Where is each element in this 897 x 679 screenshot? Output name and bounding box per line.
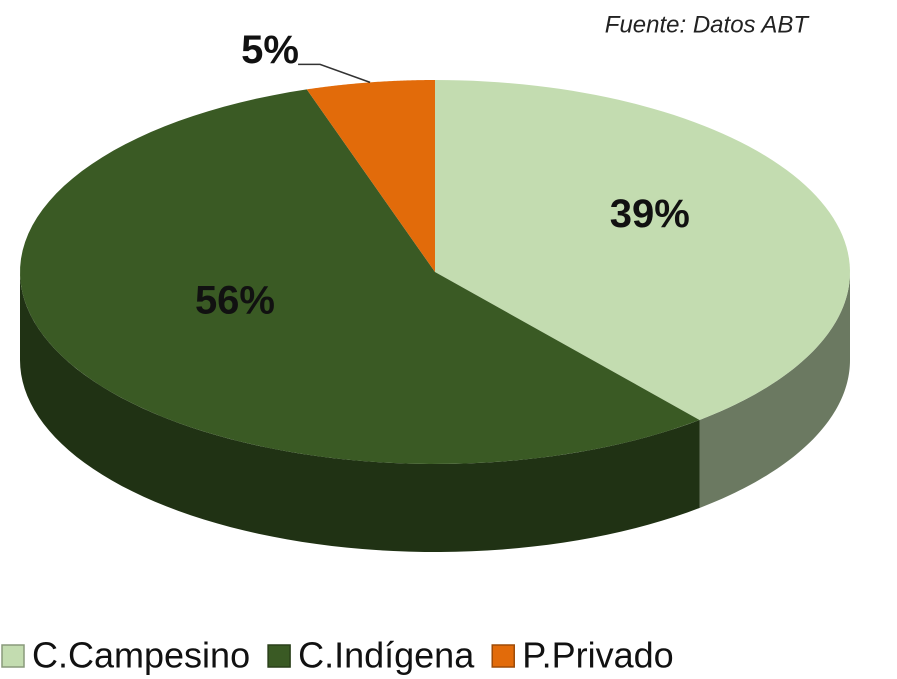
pie-slice xyxy=(306,80,435,272)
legend-swatch xyxy=(267,644,291,668)
pie-slice xyxy=(435,80,850,420)
chart-subtitle: Fuente: Datos ABT xyxy=(605,11,811,38)
legend-swatch xyxy=(491,644,515,668)
data-label: 56% xyxy=(195,278,275,322)
pie-side xyxy=(699,272,850,508)
pie-side xyxy=(20,272,700,552)
leader-line xyxy=(298,63,371,84)
data-label: 39% xyxy=(610,192,690,236)
legend-label: C.Campesino xyxy=(32,635,250,676)
data-label: 5% xyxy=(241,28,299,72)
legend-label: P.Privado xyxy=(522,635,673,676)
legend-swatch xyxy=(1,644,25,668)
legend-label: C.Indígena xyxy=(298,635,475,676)
pie-slice xyxy=(20,89,700,464)
